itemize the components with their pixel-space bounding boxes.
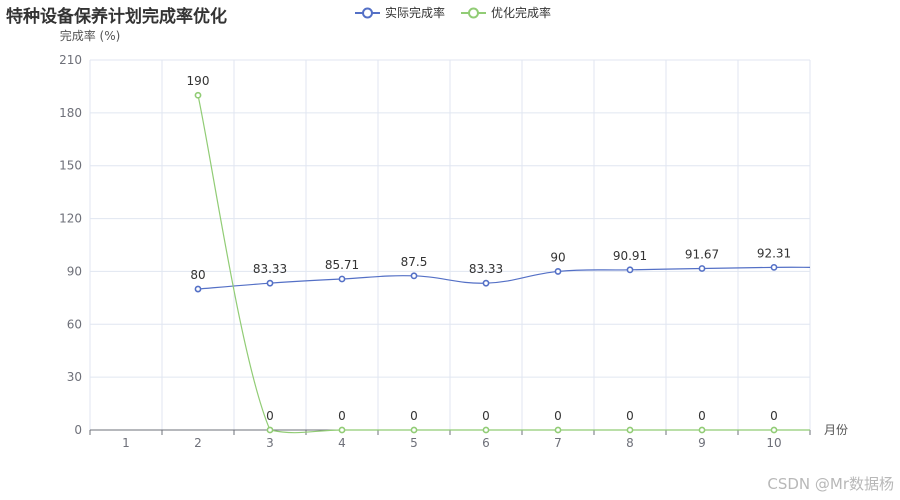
data-point[interactable] <box>410 426 418 434</box>
data-label: 83.33 <box>469 262 503 276</box>
x-tick-label: 10 <box>766 436 781 450</box>
data-label: 91.67 <box>685 247 719 261</box>
data-label: 92.31 <box>757 246 791 260</box>
x-tick-label: 7 <box>554 436 562 450</box>
legend-label-actual: 实际完成率 <box>385 6 446 20</box>
data-label: 90 <box>550 250 565 264</box>
data-label: 87.5 <box>401 255 428 269</box>
data-point[interactable] <box>410 272 418 280</box>
data-point[interactable] <box>194 91 202 99</box>
data-label: 85.71 <box>325 258 359 272</box>
legend-label-optimized: 优化完成率 <box>491 6 552 20</box>
data-point[interactable] <box>554 426 562 434</box>
data-point[interactable] <box>626 266 634 274</box>
data-label: 0 <box>698 409 706 423</box>
data-label: 90.91 <box>613 249 647 263</box>
data-label: 190 <box>187 74 210 88</box>
data-point[interactable] <box>698 426 706 434</box>
y-tick-label: 150 <box>59 159 82 173</box>
x-tick-label: 3 <box>266 436 274 450</box>
y-tick-label: 120 <box>59 212 82 226</box>
chart-legend: 实际完成率 优化完成率 <box>355 4 551 21</box>
y-tick-label: 30 <box>67 370 82 384</box>
y-tick-label: 0 <box>74 423 82 437</box>
data-point[interactable] <box>626 426 634 434</box>
data-label: 0 <box>266 409 274 423</box>
legend-swatch-optimized-icon <box>461 7 487 18</box>
data-label: 0 <box>338 409 346 423</box>
x-tick-label: 6 <box>482 436 490 450</box>
data-label: 83.33 <box>253 262 287 276</box>
x-tick-label: 2 <box>194 436 202 450</box>
x-tick-label: 1 <box>122 436 130 450</box>
data-label: 80 <box>190 268 205 282</box>
legend-swatch-actual-icon <box>355 7 380 18</box>
data-point[interactable] <box>770 263 778 271</box>
legend-item-optimized[interactable]: 优化完成率 <box>461 4 551 21</box>
data-point[interactable] <box>482 279 490 287</box>
data-point[interactable] <box>338 275 346 283</box>
watermark: CSDN @Mr数据杨 <box>767 475 894 493</box>
y-tick-label: 210 <box>59 53 82 67</box>
data-label: 0 <box>626 409 634 423</box>
data-label: 0 <box>482 409 490 423</box>
data-point[interactable] <box>770 426 778 434</box>
x-tick-label: 5 <box>410 436 418 450</box>
data-point[interactable] <box>266 279 274 287</box>
data-label: 0 <box>554 409 562 423</box>
data-label: 0 <box>410 409 418 423</box>
y-tick-label: 90 <box>67 264 82 278</box>
x-axis-title: 月份 <box>824 423 848 437</box>
grid <box>89 59 811 430</box>
data-point[interactable] <box>266 426 274 434</box>
chart-title: 特种设备保养计划完成率优化 <box>6 7 227 27</box>
data-point[interactable] <box>338 426 346 434</box>
x-tick-label: 9 <box>698 436 706 450</box>
series <box>194 91 811 434</box>
y-tick-label: 180 <box>59 106 82 120</box>
y-tick-label: 60 <box>67 317 82 331</box>
x-tick-label: 4 <box>338 436 346 450</box>
series-line-0 <box>197 266 811 290</box>
x-tick-label: 8 <box>626 436 634 450</box>
data-point[interactable] <box>554 268 562 275</box>
legend-item-actual[interactable]: 实际完成率 <box>355 4 445 21</box>
data-point[interactable] <box>194 285 202 293</box>
data-point[interactable] <box>698 265 706 272</box>
data-label: 0 <box>770 409 778 423</box>
y-axis-title: 完成率 (%) <box>60 28 121 43</box>
data-point[interactable] <box>482 426 490 434</box>
data-labels: 80 83.33 85.71 87.5 83.33 90 90.91 91.67 92.31 19… <box>187 74 792 423</box>
series-line-1 <box>197 95 810 434</box>
